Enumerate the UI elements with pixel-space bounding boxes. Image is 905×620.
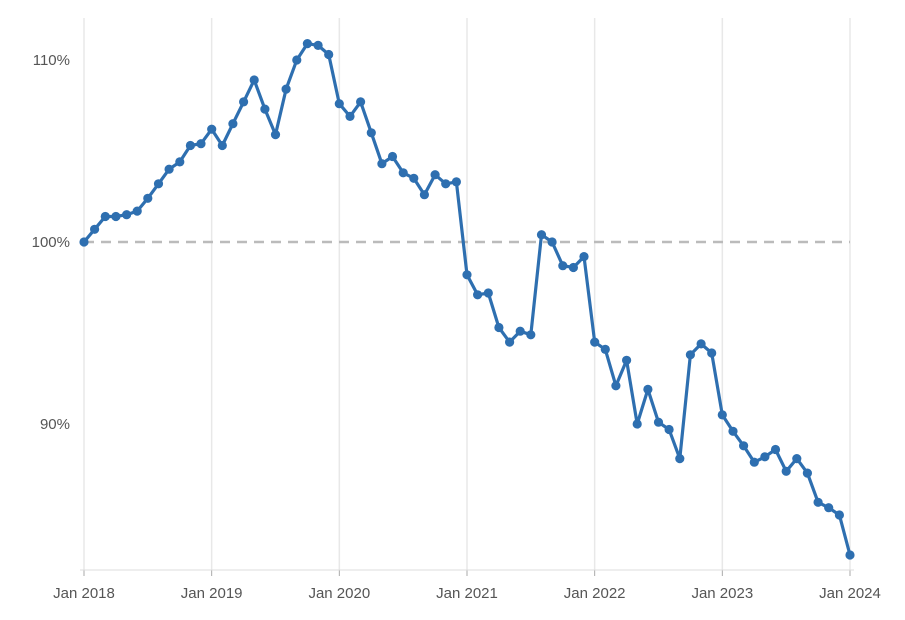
data-point [515,326,525,336]
data-point [664,424,674,435]
data-point [239,97,249,107]
data-point [185,140,195,151]
x-axis-labels: Jan 2018 Jan 2019 Jan 2020 Jan 2021 Jan 2022… [53,585,881,602]
data-point [196,139,206,149]
x-tick-label: Jan 2021 [436,585,498,602]
data-point [536,230,547,240]
data-point [366,128,376,138]
data-point [568,262,579,273]
data-point [824,503,834,513]
data-point [696,339,706,349]
data-point [802,468,813,478]
data-point [653,417,664,427]
data-point [387,151,398,162]
x-tick-label: Jan 2023 [691,585,753,602]
x-tick-label: Jan 2024 [819,585,881,602]
data-point [334,99,344,109]
data-point [622,355,632,365]
data-point [813,497,823,507]
data-point [175,157,185,167]
data-point [313,40,323,51]
data-point [770,444,781,455]
y-tick-label: 100% [32,234,70,251]
data-point [590,337,600,347]
data-point [281,84,291,94]
data-point [122,210,132,220]
data-point [292,55,302,65]
data-point [270,130,281,140]
data-point [164,164,174,174]
data-point [451,177,461,187]
data-point [207,124,217,134]
data-point [707,348,717,358]
data-point [728,426,738,436]
data-point [717,410,727,420]
data-point [547,237,557,247]
data-point [505,337,515,347]
grid [83,18,851,576]
data-point [845,550,855,560]
data-point [100,211,110,222]
y-tick-label: 90% [40,416,70,433]
y-tick-label: 110% [33,52,70,69]
data-point [834,510,845,520]
data-point [430,170,440,180]
data-point [302,39,312,49]
data-point [345,111,355,121]
series-group [79,39,855,560]
x-tick-label: Jan 2022 [564,585,626,602]
data-point [643,384,653,394]
data-point [398,168,408,178]
data-point [781,466,791,476]
data-point [558,261,568,271]
data-point [579,252,589,262]
data-point [217,140,227,151]
x-tick-label: Jan 2020 [308,585,370,602]
data-point [79,237,89,247]
data-point [473,290,483,300]
data-point [494,322,504,333]
data-point [685,350,696,360]
data-point [132,206,142,216]
data-point [249,75,259,85]
data-point [739,441,749,451]
data-point [632,419,642,429]
data-point [462,270,472,280]
data-point [153,179,164,189]
data-point [409,173,419,183]
data-point [419,190,429,200]
data-point [792,454,802,464]
data-point [749,457,759,467]
data-point [111,211,121,222]
data-point [260,104,270,114]
data-point [356,97,366,107]
data-point [90,224,100,234]
data-point [324,49,334,60]
data-point [441,179,451,189]
data-point [611,381,621,391]
data-point [143,193,153,203]
data-point [760,452,770,462]
data-point [600,344,610,354]
data-point [377,159,387,169]
y-axis-labels: 90% 100% 110% [32,52,70,433]
data-point [675,454,685,464]
x-tick-label: Jan 2018 [53,585,115,602]
data-point [526,330,536,340]
data-point [228,119,238,129]
data-point [483,288,493,298]
x-tick-label: Jan 2019 [181,585,243,602]
